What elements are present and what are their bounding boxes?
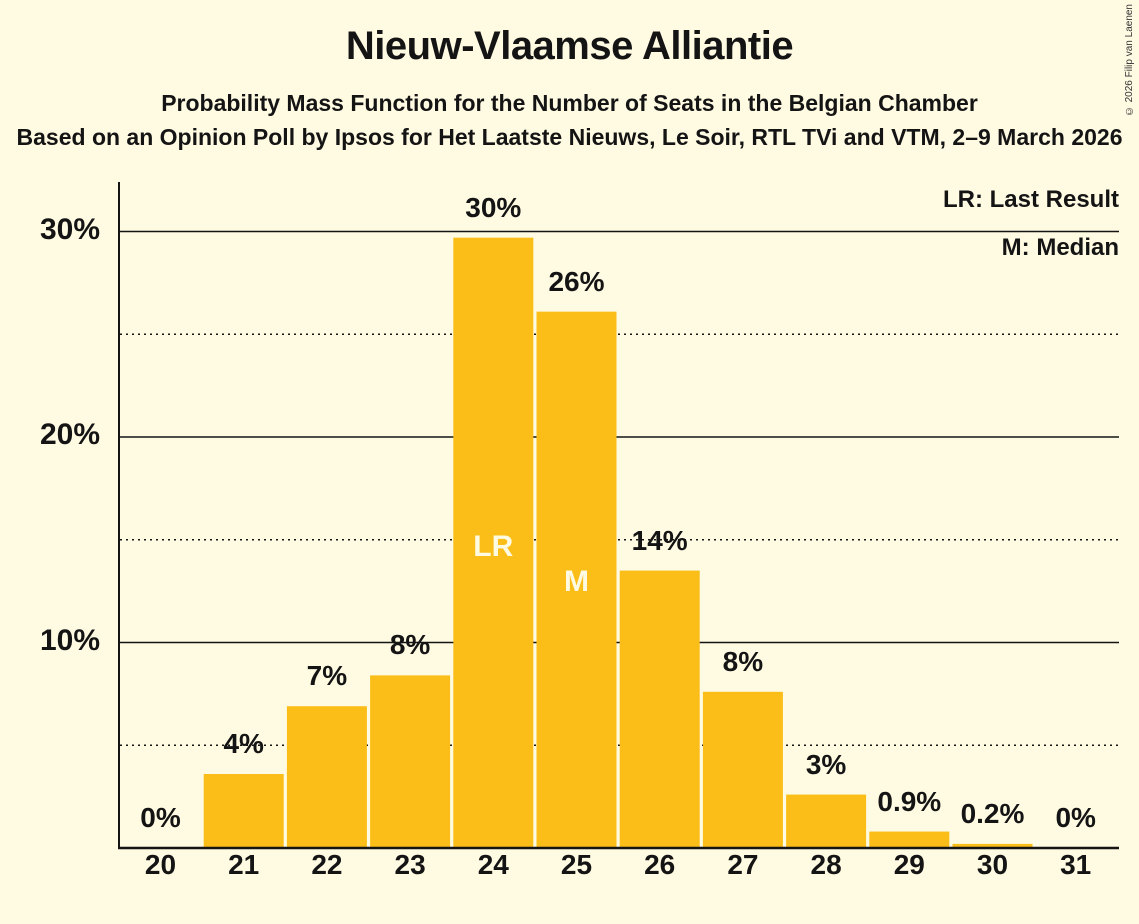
x-tick-label: 29 [893,849,925,880]
bar-value-label: 0% [140,802,181,833]
bar-value-label: 4% [223,728,264,760]
bar-value-label: 8% [389,629,431,661]
bar-value-label: 14% [631,524,688,556]
last-result-marker: LR [473,530,514,563]
y-tick-label: 20% [39,418,100,451]
bar-value-label: 26% [548,265,605,297]
bar-26 [619,570,700,848]
bar-value-label: 7% [306,660,348,692]
bar-28 [786,794,867,848]
bar-24 [453,237,534,849]
bar-value-label: 3% [805,748,847,780]
bar-25 [536,311,617,848]
x-tick-label: 25 [560,849,593,880]
bar-value-label: 0% [1055,802,1096,833]
bar-21 [203,774,284,848]
median-marker: M [564,565,589,598]
legend-last-result: LR: Last Result [942,186,1119,213]
legend-median: M: Median [1001,234,1119,261]
x-tick-label: 28 [810,849,842,880]
x-tick-label: 21 [228,849,260,880]
bar-value-label: 30% [465,191,522,223]
y-tick-label: 10% [39,623,100,657]
bar-value-label: 8% [722,645,764,677]
chart-subtitle: Probability Mass Function for the Number… [161,90,978,116]
x-tick-label: 31 [1060,849,1092,880]
bar-22 [286,706,367,848]
bars [203,237,1033,849]
y-tick-label: 30% [39,212,100,246]
bar-23 [370,675,451,848]
gridlines [120,230,1119,746]
x-tick-label: 24 [477,849,509,880]
x-tick-label: 30 [976,849,1009,880]
bar-value-label: 0.9% [877,785,942,817]
bar-value-label: 0.2% [960,797,1025,829]
x-tick-label: 23 [394,849,426,880]
x-tick-label: 27 [727,849,759,880]
bar-29 [869,831,950,848]
chart-title: Nieuw-Vlaamse Alliantie [345,24,794,68]
x-tick-label: 22 [311,849,343,880]
x-tick-label: 20 [144,849,177,880]
x-tick-label: 26 [644,849,676,880]
chart-source: Based on an Opinion Poll by Ipsos for He… [16,124,1123,150]
bar-27 [702,691,783,848]
bar-30 [952,843,1033,848]
